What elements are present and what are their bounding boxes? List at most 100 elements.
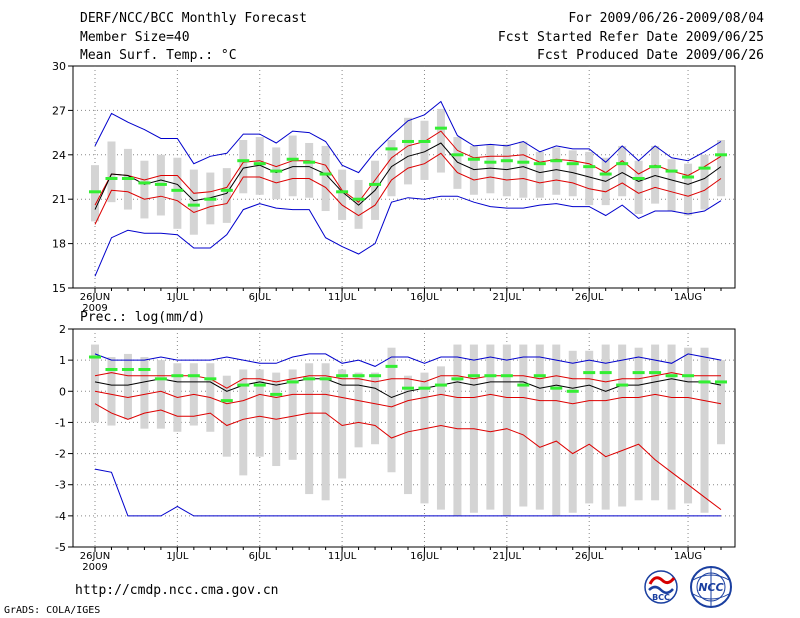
ensemble-box	[107, 357, 116, 426]
y-tick-label: -4	[55, 510, 66, 523]
chart-title: DERF/NCC/BCC Monthly Forecast	[80, 11, 307, 26]
ensemble-box	[123, 353, 132, 420]
y-tick-label: 15	[52, 282, 66, 295]
ensemble-box	[140, 160, 149, 219]
x-year-label: 2009	[82, 303, 107, 314]
x-tick-label: 1JUL	[166, 292, 189, 303]
ensemble-box	[552, 147, 561, 195]
bcc-logo-text: BCC	[652, 593, 670, 602]
x-tick-label: 11JUL	[328, 551, 357, 562]
ensemble-box	[486, 344, 495, 510]
precipitation-panel: -5 -4 -3 -2 -1 0 1 2 26JUN 1JUL 6JUL 11JUL 16JUL 21JU…	[55, 323, 736, 573]
ensemble-box	[255, 137, 264, 195]
x-tick-label: 1JUL	[166, 551, 189, 562]
ensemble-box	[568, 150, 577, 197]
x-tick-label: 26JUL	[575, 292, 604, 303]
ensemble-box	[700, 154, 709, 210]
y-tick-label: 18	[52, 238, 66, 251]
y-tick-label: 27	[52, 104, 66, 117]
ensemble-box	[684, 163, 693, 216]
x-tick-label: 6JUL	[249, 551, 272, 562]
ensemble-box	[667, 344, 676, 510]
ensemble-box	[453, 137, 462, 189]
min-line	[94, 195, 722, 277]
ncc-logo-text: NCC	[698, 581, 723, 594]
ensemble-box	[535, 151, 544, 198]
y-tick-label: 24	[52, 149, 66, 162]
x-tick-label: 26JUN	[80, 551, 110, 562]
forecast-period-label: For 2009/06/26-2009/08/04	[568, 11, 764, 26]
source-url-link[interactable]: http://cmdp.ncc.cma.gov.cn	[75, 583, 279, 598]
x-tick-label: 1AUG	[674, 551, 702, 562]
bcc-logo-swoosh	[648, 576, 676, 585]
x-tick-label: 26JUN	[80, 292, 110, 303]
ensemble-box	[717, 140, 725, 197]
ensemble-box	[618, 344, 627, 507]
ensemble-box	[420, 120, 429, 180]
forecast-produced-date-label: Fcst Produced Date 2009/06/26	[537, 48, 764, 63]
ensemble-box	[239, 140, 248, 194]
ensemble-box	[634, 347, 643, 501]
ensemble-box	[91, 344, 99, 423]
y-tick-label: -3	[55, 479, 66, 492]
ensemble-box	[601, 344, 610, 510]
panel2-variable-label: Prec.: log(mm/d)	[80, 310, 206, 325]
ensemble-box	[288, 135, 297, 197]
y-tick-label: -1	[55, 416, 66, 429]
ensemble-box	[634, 160, 643, 214]
ensemble-box	[436, 108, 445, 173]
bcc-logo-wave	[648, 585, 674, 594]
ensemble-box	[305, 363, 314, 495]
x-year-label: 2009	[82, 562, 107, 573]
ensemble-box	[173, 157, 182, 229]
ensemble-box	[519, 344, 528, 507]
ncc-logo: NCC	[690, 566, 732, 608]
x-tick-label: 16JUL	[410, 292, 439, 303]
ensemble-box	[321, 363, 330, 501]
ensemble-box	[387, 140, 396, 197]
ensemble-mean-line	[94, 378, 722, 399]
lower-quartile-line	[94, 390, 722, 408]
ensemble-box	[371, 372, 380, 445]
ensemble-box	[288, 369, 297, 460]
y-tick-label: 21	[52, 193, 66, 206]
x-tick-label: 16JUL	[410, 551, 439, 562]
ensemble-box	[354, 179, 363, 229]
ensemble-box	[107, 141, 116, 203]
ncc-logo-globe-lines	[692, 567, 730, 607]
ensemble-box	[502, 144, 511, 197]
x-tick-label: 21JUL	[493, 292, 522, 303]
ensemble-box	[404, 117, 412, 185]
ensemble-box	[255, 369, 264, 457]
ensemble-box	[338, 169, 347, 220]
ensemble-box	[189, 169, 198, 235]
ensemble-box	[700, 347, 709, 513]
ensemble-box	[651, 344, 660, 501]
min-line	[94, 468, 721, 517]
x-tick-label: 6JUL	[249, 292, 272, 303]
ensemble-box	[684, 347, 693, 504]
ensemble-box	[585, 350, 594, 504]
ensemble-box	[222, 375, 231, 457]
ensemble-box	[618, 145, 627, 197]
ensemble-box	[486, 144, 495, 194]
temperature-panel: 15 18 21 24 27 30 26JUN 1JUL 6JUL 11JUL 16JUL 21JUL…	[52, 60, 736, 314]
ensemble-box	[387, 347, 396, 473]
y-tick-label: 30	[52, 60, 66, 73]
ensemble-box	[552, 344, 561, 516]
ensemble-box	[239, 369, 248, 476]
lower-range-line	[94, 403, 722, 510]
ensemble-box	[568, 350, 577, 513]
y-tick-label: -5	[55, 541, 66, 554]
ensemble-box	[272, 147, 281, 200]
ensemble-box	[717, 360, 725, 445]
x-tick-label: 26JUL	[575, 551, 604, 562]
ensemble-box	[651, 145, 660, 204]
ensemble-box	[519, 141, 528, 198]
bcc-logo: BCC	[644, 570, 678, 604]
ensemble-box	[667, 159, 676, 212]
ensemble-box	[469, 145, 478, 195]
y-tick-label: 1	[59, 354, 66, 367]
ensemble-box	[338, 369, 347, 479]
